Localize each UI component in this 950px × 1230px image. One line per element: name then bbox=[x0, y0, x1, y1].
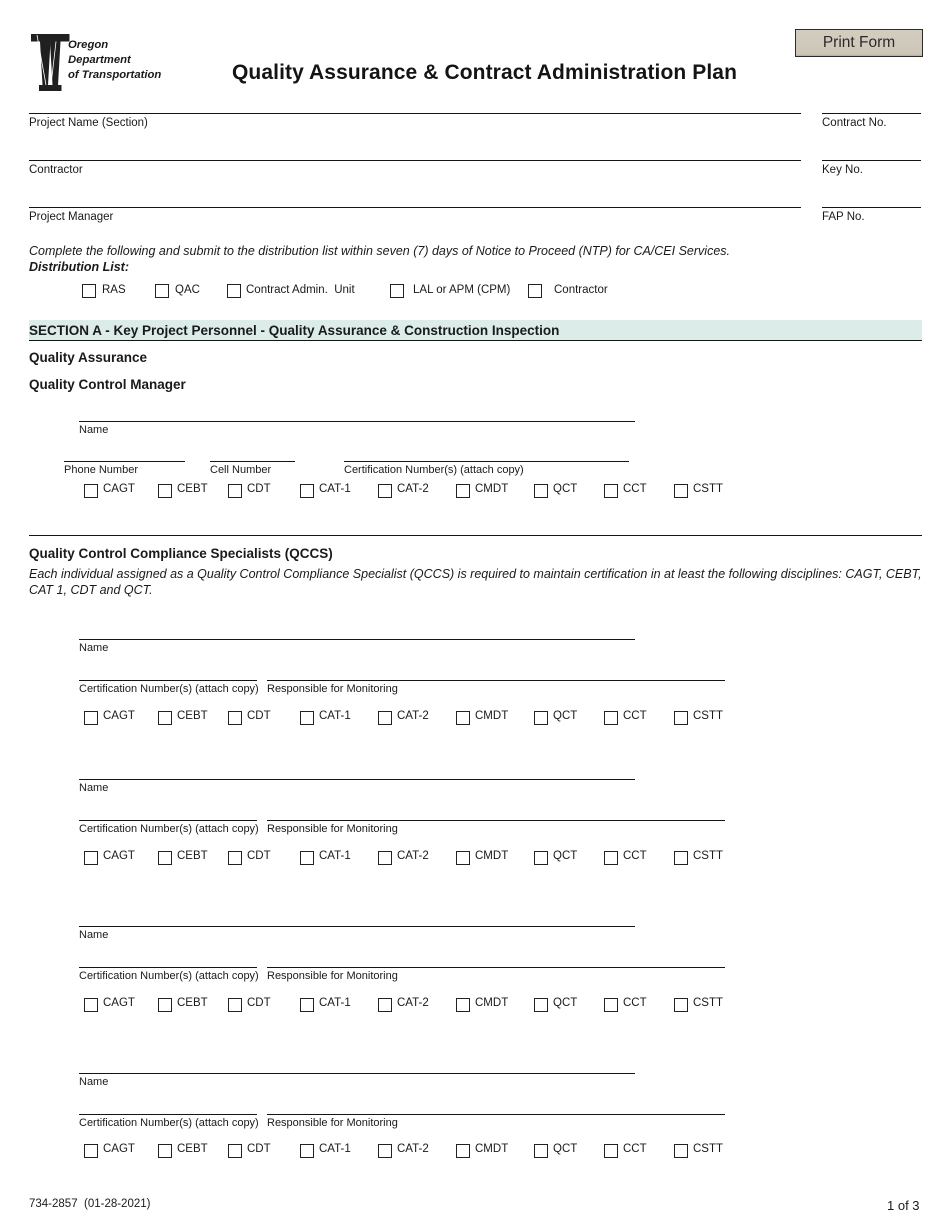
svg-text:Department: Department bbox=[68, 54, 132, 66]
svg-text:Oregon: Oregon bbox=[68, 39, 108, 51]
svg-text:of Transportation: of Transportation bbox=[68, 69, 161, 81]
